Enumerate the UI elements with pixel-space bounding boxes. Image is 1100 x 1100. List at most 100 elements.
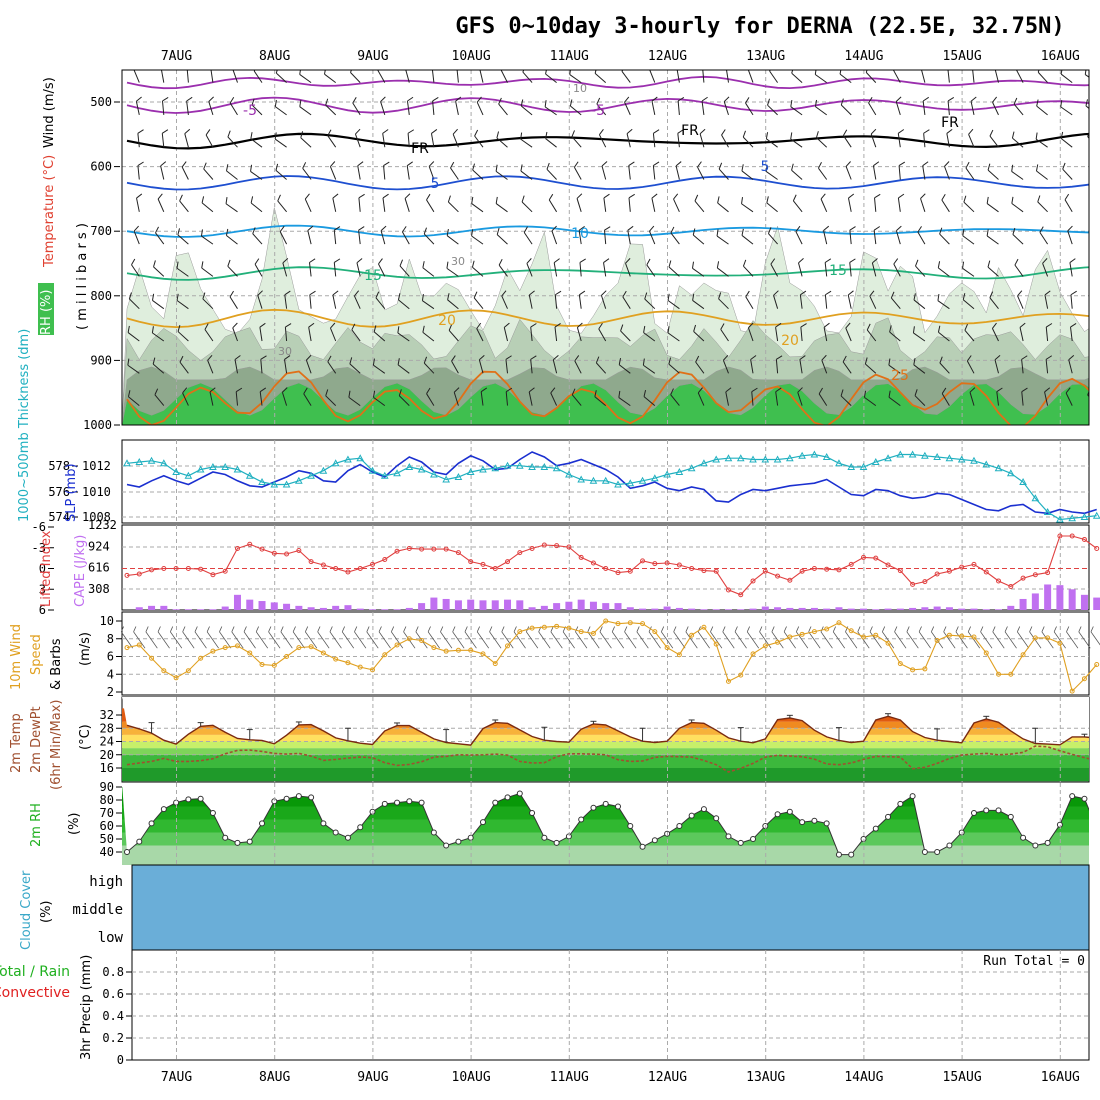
barb-staff: [920, 70, 926, 83]
barb-staff: [992, 631, 1005, 649]
thickness-point: [626, 479, 635, 487]
wind-barb: [912, 326, 926, 342]
rh-2m-point: [811, 817, 818, 824]
barb-flag: [501, 626, 505, 632]
barb-flag: [471, 260, 475, 268]
wind-barb: [498, 97, 508, 116]
wind-barb: [447, 293, 459, 310]
barb-staff: [651, 101, 656, 115]
barb-staff: [280, 631, 293, 649]
barb-staff: [447, 299, 459, 310]
barb-staff: [723, 101, 729, 116]
barb-staff: [694, 200, 705, 213]
lifted-index-point: [787, 577, 793, 583]
wind-barb: [898, 161, 906, 180]
wind-barb: [252, 227, 263, 245]
wind-barb: [397, 293, 410, 310]
wind-speed-point: [1094, 661, 1100, 667]
barb-flag: [250, 196, 254, 204]
barb-flag: [896, 225, 902, 232]
barb-flag: [254, 258, 260, 265]
rh-2m-point: [713, 815, 720, 822]
rh-2m-point: [332, 829, 339, 836]
barb-flag: [770, 258, 776, 265]
rh-2m-point: [602, 800, 609, 807]
wind-barb: [888, 390, 901, 407]
barb-staff: [814, 74, 827, 84]
wind-barb-10m: [1078, 626, 1091, 649]
barb-staff: [229, 102, 238, 116]
wind-barb: [426, 193, 435, 213]
wind-speed-point: [443, 648, 449, 654]
barb-staff: [154, 394, 165, 406]
barb-staff: [430, 133, 435, 148]
barb-staff: [177, 331, 189, 342]
barb-flag: [873, 226, 881, 231]
temp-color-band: [122, 741, 1089, 749]
barb-flag: [277, 194, 281, 202]
barb-staff: [1012, 137, 1024, 148]
barb-staff: [677, 133, 680, 148]
barb-staff: [622, 296, 631, 309]
rh-2m-point: [786, 808, 793, 815]
barb-flag: [741, 228, 744, 236]
wind-barb: [725, 70, 729, 83]
wind-barb-10m: [1090, 626, 1100, 649]
barb-staff: [701, 100, 705, 115]
rh-2m-point: [970, 810, 977, 816]
barb-staff: [618, 364, 631, 374]
barb-flag: [913, 293, 916, 301]
barb-staff: [1039, 232, 1049, 245]
wind-speed-point: [370, 667, 375, 673]
rh-2m-point: [357, 824, 364, 831]
barb-staff: [759, 631, 772, 649]
barb-flag: [1078, 626, 1082, 632]
barb-flag: [521, 195, 525, 203]
barb-flag: [699, 128, 706, 135]
y-tick-label: 70: [100, 806, 114, 820]
thickness-point: [135, 457, 144, 465]
barb-flag: [577, 322, 583, 328]
barb-flag: [375, 291, 380, 299]
barb-flag: [498, 258, 503, 266]
wind-barb: [161, 96, 169, 115]
barb-staff: [120, 631, 134, 649]
barb-staff: [964, 330, 975, 342]
thickness-point: [871, 457, 880, 465]
barb-flag: [250, 164, 253, 172]
barb-staff: [888, 396, 901, 407]
barb-flag: [970, 96, 977, 102]
wind-barb: [208, 96, 214, 116]
lifted-index-point: [492, 566, 498, 571]
barb-staff: [179, 361, 189, 374]
barb-flag: [1016, 626, 1021, 632]
rh-2m-point: [136, 838, 143, 845]
barb-staff: [869, 295, 877, 309]
wind-barb: [870, 128, 877, 148]
barb-flag: [186, 96, 193, 102]
wind-barb: [842, 129, 852, 148]
top-date-label: 15AUG: [943, 49, 982, 64]
wind-barb-10m: [759, 626, 772, 649]
barb-staff: [766, 202, 778, 213]
barb-flag: [474, 129, 479, 137]
barb-staff: [284, 327, 288, 342]
precip-convective-title: Convective: [0, 985, 70, 1001]
barb-flag: [578, 225, 585, 231]
y-tick-label-right: 1012: [82, 459, 111, 473]
wind-speed-point: [431, 645, 437, 651]
barb-flag: [776, 355, 783, 360]
barb-flag: [866, 323, 871, 331]
barb-flag: [232, 322, 238, 329]
barb-staff: [128, 298, 140, 310]
cape-bar: [246, 599, 254, 610]
barb-flag: [742, 259, 747, 267]
barb-flag: [579, 258, 586, 263]
barb-flag: [153, 260, 156, 268]
barb-staff: [528, 294, 533, 309]
barb-staff: [620, 330, 631, 342]
barb-staff: [963, 201, 975, 213]
wind-barb: [692, 293, 705, 310]
wind-speed-point: [455, 647, 461, 653]
wind-barb: [279, 225, 288, 245]
